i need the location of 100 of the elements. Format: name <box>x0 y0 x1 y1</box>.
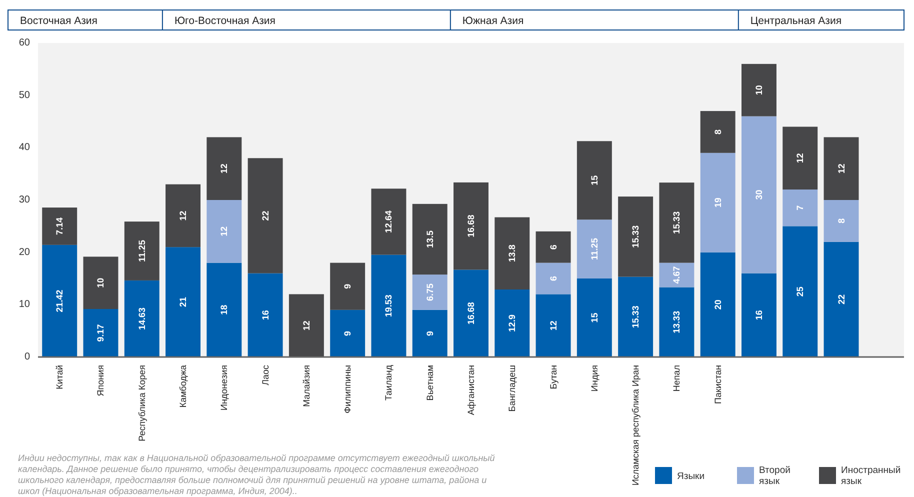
bar <box>412 310 448 357</box>
x-tick-label: Пакистан <box>712 364 723 404</box>
x-tick-label: Бангладеш <box>507 365 518 412</box>
data-label: 12 <box>301 320 312 331</box>
data-label: 13.8 <box>507 244 518 262</box>
data-label: 6.75 <box>424 283 435 302</box>
x-tick-label: Индонезия <box>219 364 230 411</box>
bar <box>248 158 283 274</box>
y-tick-label: 30 <box>18 194 30 206</box>
data-label: 7 <box>795 205 806 210</box>
bar <box>124 222 160 280</box>
data-label: 6 <box>548 276 558 282</box>
x-tick-label: Вьетнам <box>424 365 435 401</box>
bar <box>206 262 242 357</box>
bar <box>42 208 78 245</box>
data-label: 19 <box>712 198 723 208</box>
bar <box>824 242 859 357</box>
x-tick-label: Малайзия <box>301 364 312 407</box>
x-tick-label: Филиппины <box>342 365 353 414</box>
bar <box>576 141 612 220</box>
data-label: 11.25 <box>589 238 600 260</box>
data-label: 12 <box>836 164 846 174</box>
data-label: 11.25 <box>136 240 147 262</box>
bar <box>700 252 736 357</box>
data-label: 12 <box>548 320 558 331</box>
data-label: 16 <box>754 310 764 320</box>
y-tick-label: 10 <box>18 299 30 310</box>
text: Южная Азия <box>462 15 524 27</box>
bar <box>454 270 488 357</box>
data-label: 8 <box>712 129 723 134</box>
y-tick-label: 0 <box>24 352 30 362</box>
bar <box>288 294 324 357</box>
bar <box>412 204 448 275</box>
text: Индии недоступны, так как в Национальной образовательной программе отсутствует ежегодный школьный календарь. Данное решение было принято, чтобы децентрализировать процесс составления ежегодного школьного календаря, предоставляя больше полномочий для принятий решений на уровне штата, района и школ (Национальная образовательная программа, Индия, 2004).. <box>18 453 495 496</box>
bar <box>618 276 654 357</box>
bar <box>248 273 283 357</box>
bar <box>494 289 530 357</box>
bar <box>124 280 160 357</box>
text: Центральная Азия <box>750 15 842 27</box>
data-label: 13.33 <box>672 310 682 334</box>
bar <box>782 126 818 190</box>
data-label: 30 <box>754 190 764 200</box>
data-label: 12.64 <box>384 210 394 233</box>
bar <box>83 309 118 357</box>
bar <box>166 184 201 248</box>
data-label: 15.33 <box>672 211 682 234</box>
bar <box>741 64 776 116</box>
data-label: 25 <box>795 286 806 297</box>
bar <box>782 226 818 357</box>
legend-label: Второй язык <box>759 465 790 487</box>
x-tick-label: Лаос <box>260 364 270 386</box>
bar <box>412 274 448 310</box>
data-label: 7.14 <box>54 217 65 235</box>
y-tick-label: 40 <box>18 142 30 154</box>
data-label: 15.33 <box>630 225 641 248</box>
data-label: 8 <box>836 218 846 224</box>
data-label: 13.5 <box>424 230 435 248</box>
bar <box>536 294 571 357</box>
data-label: 21 <box>178 297 188 308</box>
data-label: 16.68 <box>466 214 476 238</box>
bar <box>824 137 859 200</box>
x-tick-label: Афганистан <box>466 364 476 416</box>
data-label: 4.67 <box>672 266 682 284</box>
x-tick-label: Таиланд <box>384 364 394 401</box>
x-tick-label: Камбоджа <box>178 365 188 408</box>
bar <box>371 188 406 255</box>
data-label: 15 <box>589 175 600 186</box>
bar <box>330 310 366 357</box>
data-label: 22 <box>260 210 270 221</box>
bar <box>42 244 78 357</box>
data-label: 12 <box>178 210 188 221</box>
bar <box>166 247 201 357</box>
x-tick-label: Исламская республика Иран <box>630 364 641 486</box>
bar <box>700 111 736 153</box>
data-label: 14.63 <box>136 307 147 330</box>
data-label: 12 <box>795 153 806 164</box>
bar <box>371 254 406 357</box>
text: Юго-Восточная Азия <box>174 15 276 27</box>
data-label: 9 <box>342 330 353 336</box>
bar <box>83 256 118 310</box>
legend-label: Иностранный язык <box>841 465 901 487</box>
x-tick-label: Бутан <box>548 364 558 390</box>
legend-label: Языки <box>677 471 705 482</box>
bar <box>659 182 694 263</box>
bar <box>330 262 366 310</box>
data-label: 15.33 <box>630 306 641 328</box>
data-label: 21.42 <box>54 290 65 312</box>
data-label: 22 <box>836 294 846 304</box>
bar <box>494 217 530 290</box>
data-label: 16.68 <box>466 302 476 325</box>
bar <box>576 220 612 278</box>
bar <box>659 262 694 288</box>
bar <box>206 137 242 200</box>
data-label: 9.17 <box>96 324 106 342</box>
bar <box>741 116 776 274</box>
bar <box>782 190 818 226</box>
data-label: 9 <box>342 284 353 289</box>
data-label: 9 <box>424 330 435 336</box>
data-label: 6 <box>548 244 558 250</box>
bar <box>576 278 612 357</box>
